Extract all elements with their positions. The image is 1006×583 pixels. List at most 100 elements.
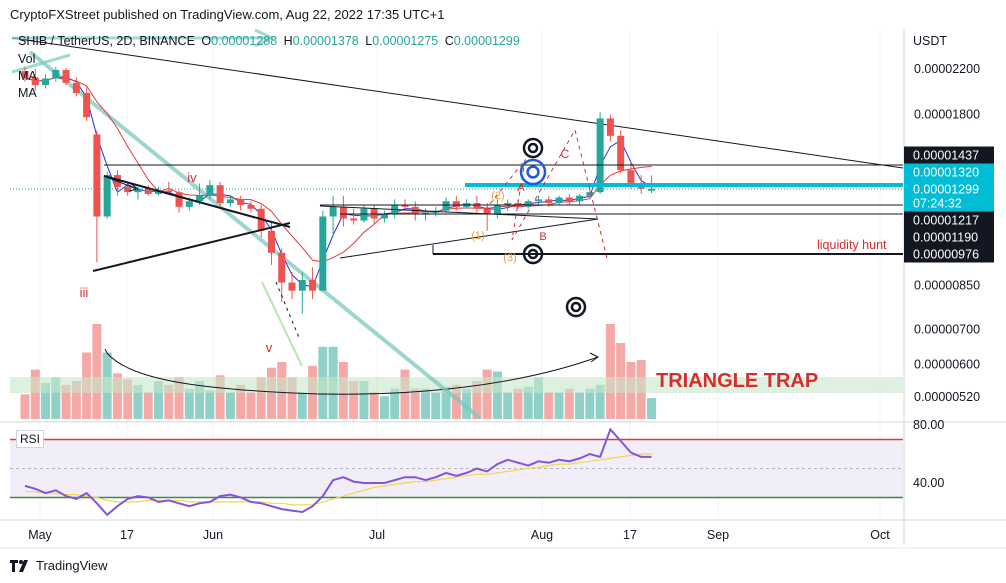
candle xyxy=(493,199,501,219)
time-axis[interactable]: May 17 Jun Jul Aug 17 Sep Oct xyxy=(28,528,890,542)
indicator-ma-1[interactable]: MA xyxy=(18,69,37,83)
candle-body xyxy=(21,71,29,78)
candle-body xyxy=(134,188,142,193)
price-marker-bg xyxy=(904,211,994,229)
volume-bar xyxy=(143,392,153,419)
price-marker-label: 0.00001299 xyxy=(913,183,979,197)
price-marker: 0.00000976 xyxy=(904,245,994,263)
price-marker-bg xyxy=(904,146,994,164)
candle-body xyxy=(535,199,542,202)
rsi-layer xyxy=(10,427,903,517)
volume-bar xyxy=(482,369,492,419)
symbol-info[interactable]: SHIB / TetherUS, 2D, BINANCE xyxy=(18,34,195,48)
time-tick-label: Aug xyxy=(531,528,553,542)
wave-label: iv xyxy=(187,170,197,185)
candle xyxy=(452,195,460,211)
candle-body xyxy=(565,197,573,202)
candle xyxy=(72,77,80,97)
volume-bar xyxy=(472,381,482,419)
candle xyxy=(83,87,91,122)
price-tick-label: 0.00002200 xyxy=(914,62,980,76)
price-marker: 0.00001320 xyxy=(904,163,994,181)
time-tick-label: Jul xyxy=(369,528,385,542)
volume-bar xyxy=(133,384,143,419)
rsi-label[interactable]: RSI xyxy=(16,430,45,448)
brand-name: TradingView xyxy=(36,558,108,573)
volume-bar xyxy=(390,388,400,419)
candle-body xyxy=(52,70,60,79)
candle-body xyxy=(309,279,317,291)
target-circle-icon xyxy=(565,296,587,318)
volume-bar xyxy=(174,377,184,419)
price-marker-bg xyxy=(904,228,994,246)
candle-body xyxy=(504,203,512,205)
candle-body xyxy=(596,118,604,193)
candle xyxy=(329,195,337,238)
price-marker-bg xyxy=(904,194,994,212)
volume-bar xyxy=(184,388,194,419)
candle xyxy=(380,210,388,223)
price-marker-label: 0.00001320 xyxy=(913,166,979,180)
price-marker-label: 0.00000976 xyxy=(913,248,979,262)
candles-layer xyxy=(21,66,655,314)
candle-body xyxy=(226,199,234,204)
price-marker: 0.00001437 xyxy=(904,146,994,164)
price-tick-label: 0.00001800 xyxy=(914,108,980,122)
candle xyxy=(113,170,121,196)
candle xyxy=(144,185,152,196)
wave-label: (2) xyxy=(491,190,504,202)
candle xyxy=(463,199,471,209)
open-value: 0.00001288 xyxy=(211,34,278,48)
candle xyxy=(298,272,306,314)
candle xyxy=(103,171,111,219)
price-marker-label: 0.00001437 xyxy=(913,149,979,163)
indicator-ma-2[interactable]: MA xyxy=(18,86,37,100)
candle-body xyxy=(42,78,50,86)
high-label: H xyxy=(283,34,293,48)
target-core xyxy=(526,165,540,179)
volume-bar xyxy=(71,381,81,419)
candle-body xyxy=(237,199,245,205)
close-value: 0.00001299 xyxy=(453,34,520,48)
volume-bar xyxy=(123,379,133,419)
candle xyxy=(42,74,50,89)
candle xyxy=(226,195,234,207)
volume-arc-tail xyxy=(104,348,108,354)
volume-bar xyxy=(451,384,461,419)
candle-body xyxy=(278,252,286,283)
candle-body xyxy=(617,135,625,171)
price-axis[interactable]: USDT 0.00002200 0.00001800 0.00000850 0.0000… xyxy=(904,34,994,490)
candle xyxy=(319,210,327,291)
candle-body xyxy=(493,204,501,215)
candle xyxy=(576,193,584,205)
volume-bar xyxy=(646,398,656,419)
rsi-tick-label: 80.00 xyxy=(913,418,944,432)
time-tick-label: 17 xyxy=(623,528,637,542)
volume-bar xyxy=(246,392,256,419)
wave-label: (1) xyxy=(471,230,484,242)
price-marker-bg xyxy=(904,245,994,263)
tradingview-logo-icon xyxy=(10,559,28,572)
candle-body xyxy=(606,118,614,136)
candle-body xyxy=(216,185,224,204)
volume-bar xyxy=(564,388,574,419)
volume-bar xyxy=(359,381,369,419)
candle xyxy=(52,66,60,82)
volume-bar xyxy=(256,377,266,419)
tradingview-brand[interactable]: TradingView xyxy=(10,558,108,573)
volume-bar xyxy=(605,324,615,419)
published-by-line: CryptoFXStreet published on TradingView.… xyxy=(10,7,445,22)
time-tick-label: Sep xyxy=(707,528,729,542)
background-drawings xyxy=(10,28,904,420)
candle-body xyxy=(442,201,450,211)
candle xyxy=(473,195,481,213)
candle xyxy=(555,195,563,205)
price-marker-bg xyxy=(904,180,994,198)
indicator-vol[interactable]: Vol xyxy=(18,52,36,66)
wave-label: A xyxy=(517,182,525,194)
candle-body xyxy=(165,190,173,193)
channel-upper xyxy=(319,205,599,220)
price-marker: 07:24:32 xyxy=(904,194,994,212)
price-marker: 0.00001190 xyxy=(904,228,994,246)
